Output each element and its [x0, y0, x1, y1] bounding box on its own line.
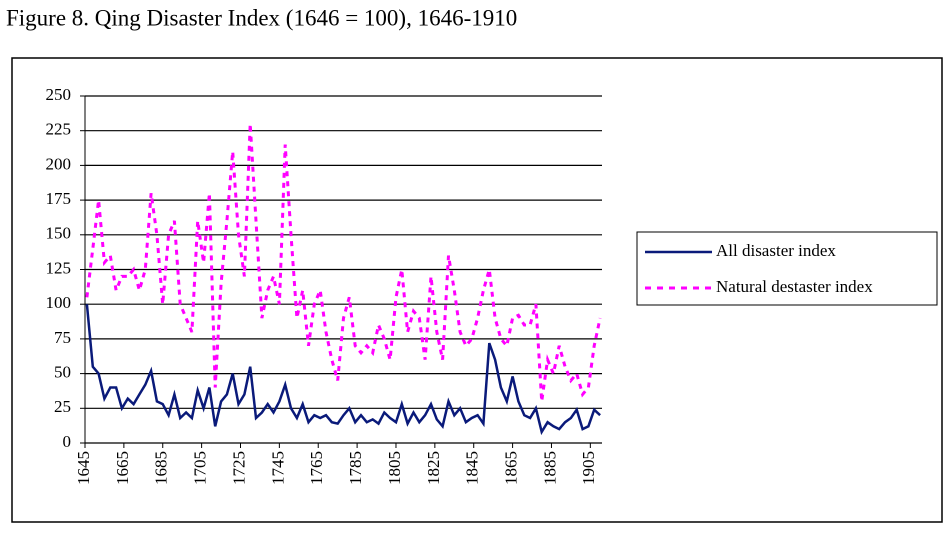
x-tick-label: 1905 [579, 451, 598, 485]
y-tick-label: 125 [46, 258, 72, 277]
x-tick-label: 1885 [540, 451, 559, 485]
x-tick-label: 1685 [152, 451, 171, 485]
x-tick-label: 1745 [268, 451, 287, 485]
x-tick-label: 1785 [346, 451, 365, 485]
data-line [85, 123, 602, 402]
y-tick-label: 150 [46, 224, 72, 243]
chart-title: Figure 8. Qing Disaster Index (1646 = 10… [6, 5, 517, 30]
y-tick-label: 100 [46, 293, 72, 312]
legend-box [636, 231, 938, 306]
x-tick-label: 1825 [424, 451, 443, 485]
y-tick-label: 225 [46, 120, 72, 139]
x-tick-label: 1865 [502, 451, 521, 485]
x-tick-label: 1765 [307, 451, 326, 485]
chart-frame [11, 57, 943, 523]
x-tick-label: 1705 [191, 451, 210, 485]
data-line [85, 304, 601, 436]
legend-label: All disaster index [716, 241, 836, 260]
x-tick-label: 1845 [463, 451, 482, 485]
x-tick-label: 1725 [229, 451, 248, 485]
x-tick-label: 1665 [113, 451, 132, 485]
x-tick-label: 1645 [74, 451, 93, 485]
y-tick-label: 25 [54, 397, 71, 416]
y-tick-label: 175 [46, 189, 72, 208]
legend-label: Natural destaster index [716, 277, 873, 296]
y-tick-label: 50 [54, 363, 71, 382]
x-tick-label: 1805 [385, 451, 404, 485]
y-tick-label: 200 [46, 154, 72, 173]
y-tick-label: 75 [54, 328, 71, 347]
y-tick-label: 250 [46, 85, 72, 104]
y-tick-label: 0 [63, 432, 72, 451]
